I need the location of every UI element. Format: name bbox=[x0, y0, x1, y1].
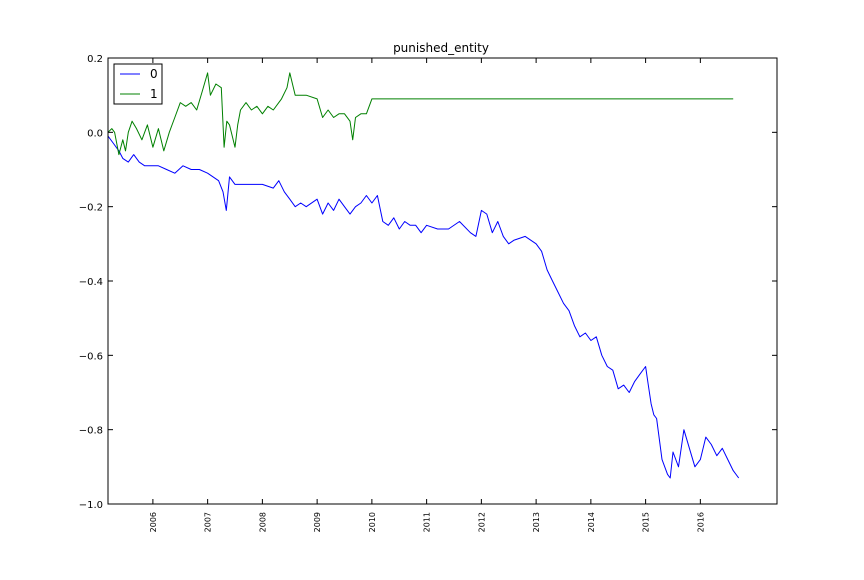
x-tick-label: 2011 bbox=[423, 512, 432, 532]
x-tick-label: 2008 bbox=[258, 512, 267, 532]
x-tick-label: 2014 bbox=[587, 512, 596, 532]
x-tick-label: 2012 bbox=[477, 512, 486, 532]
x-tick-label: 2006 bbox=[149, 512, 158, 532]
series-line-1 bbox=[107, 72, 734, 156]
axes-frame bbox=[107, 57, 778, 505]
legend-label-series-1: 1 bbox=[150, 87, 158, 101]
y-tick-label: 0.0 bbox=[87, 128, 103, 139]
x-tick-label: 2013 bbox=[532, 512, 541, 532]
y-tick-label: −0.4 bbox=[79, 277, 103, 288]
legend-box bbox=[113, 63, 163, 105]
chart-title: punished_entity bbox=[393, 41, 489, 55]
y-tick-label: 0.2 bbox=[87, 54, 103, 65]
plot-area: 0.2 0.0 −0.2 −0.4 −0.6 −0.8 −1.0 2006 2007 2008 20… bbox=[79, 54, 778, 532]
y-tick-label: −0.6 bbox=[79, 351, 103, 362]
x-tick-label: 2010 bbox=[368, 512, 377, 532]
tick-layer: 0.2 0.0 −0.2 −0.4 −0.6 −0.8 −1.0 2006 2007 2008 20… bbox=[79, 54, 777, 532]
y-tick-label: −1.0 bbox=[79, 500, 103, 511]
x-tick-label: 2016 bbox=[696, 512, 705, 532]
legend: 0 1 bbox=[113, 63, 163, 105]
series-layer bbox=[107, 72, 740, 479]
y-tick-label: −0.8 bbox=[79, 426, 103, 437]
x-tick-label: 2009 bbox=[313, 512, 322, 532]
legend-label-series-0: 0 bbox=[150, 67, 158, 81]
x-tick-label: 2007 bbox=[204, 512, 213, 532]
axes-background bbox=[108, 58, 777, 504]
y-tick-label: −0.2 bbox=[79, 203, 103, 214]
series-line-0 bbox=[107, 135, 740, 479]
x-tick-label: 2015 bbox=[642, 512, 651, 532]
